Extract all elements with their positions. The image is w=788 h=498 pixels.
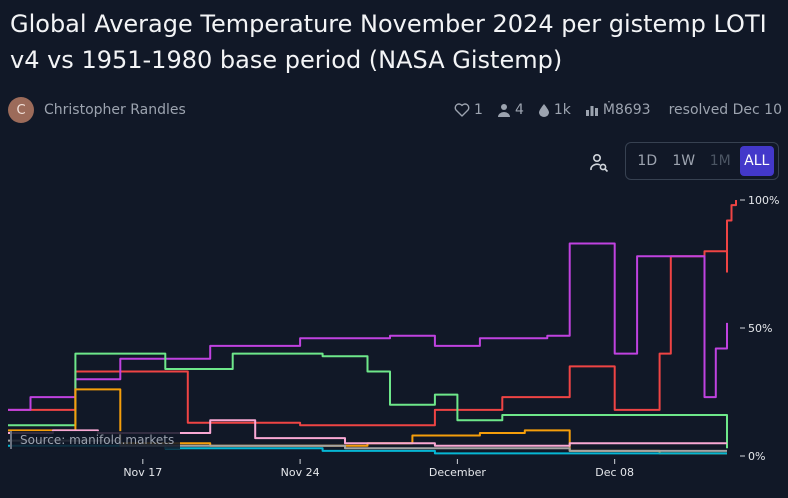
zoom-search-button[interactable] [586,150,612,176]
series-line-2[interactable] [8,352,728,449]
page-title: Global Average Temperature November 2024… [10,10,767,74]
volume-amount: Ṁ8693 [602,102,651,118]
volume-stat: Ṁ8693 [585,102,651,118]
likes-count: 1 [474,102,483,118]
liquidity-stat: 1k [538,102,571,118]
x-tick-label: Nov 17 [123,466,162,479]
x-tick-label: December [429,466,487,479]
traders-count: 4 [514,102,524,118]
series-line-4[interactable] [8,419,727,447]
market-meta-bar: C Christopher Randles 1 4 1k Ṁ8693 resol… [8,96,782,124]
x-tick-label: Nov 24 [281,466,320,479]
y-tick-label: 100% [748,194,779,207]
author-name[interactable]: Christopher Randles [44,102,186,118]
heart-icon [454,103,470,117]
range-all-button[interactable]: ALL [739,146,774,176]
x-tick-label: Dec 08 [595,466,634,479]
range-1w-button[interactable]: 1W [672,153,696,169]
user-icon [497,104,510,117]
range-1d-button[interactable]: 1D [637,153,658,169]
user-search-icon [590,153,609,173]
avatar[interactable]: C [8,97,34,123]
droplet-icon [538,104,549,117]
y-tick-label: 50% [748,322,772,335]
likes-stat[interactable]: 1 [454,102,483,118]
bar-chart-icon [585,106,598,116]
y-tick-label: 0% [748,450,765,463]
resolved-date: resolved Dec 10 [668,102,782,118]
range-1m-button[interactable]: 1M [709,153,731,169]
market-stats: 1 4 1k Ṁ8693 resolved Dec 10 [454,102,782,118]
traders-stat: 4 [497,102,524,118]
source-label: Source: manifold.markets [10,431,181,449]
series-lines [8,200,737,455]
series-line-0[interactable] [8,200,737,427]
series-line-1[interactable] [8,242,728,411]
liquidity-amount: 1k [553,102,571,118]
axes: 100% 50% 0% Nov 17 Nov 24 December Dec 08 [123,194,779,479]
time-range-selector: 1D 1W 1M ALL [625,142,779,180]
